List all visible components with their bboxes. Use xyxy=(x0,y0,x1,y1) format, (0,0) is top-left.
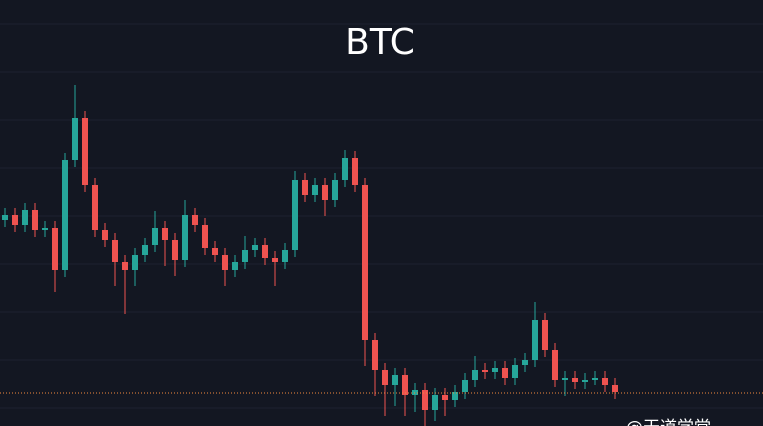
candle-body xyxy=(132,255,138,270)
candle-body xyxy=(502,368,508,378)
candle-body xyxy=(422,390,428,410)
candle-body xyxy=(202,225,208,248)
candle-body xyxy=(342,158,348,180)
candle-body xyxy=(332,180,338,200)
candle-body xyxy=(282,250,288,262)
candle-body xyxy=(542,320,548,350)
candle-body xyxy=(162,228,168,240)
candle-body xyxy=(112,240,118,262)
candle-body xyxy=(252,245,258,250)
watermark: @天道学堂 xyxy=(626,418,711,426)
candle-body xyxy=(272,258,278,262)
chart-title: BTC xyxy=(345,22,415,63)
candle-body xyxy=(472,370,478,380)
candle-body xyxy=(82,118,88,185)
candle-body xyxy=(212,248,218,255)
candle-body xyxy=(32,210,38,230)
candle-body xyxy=(222,255,228,270)
candles xyxy=(0,85,763,426)
candle-body xyxy=(462,380,468,392)
candle-body xyxy=(432,395,438,410)
candle-body xyxy=(52,228,58,270)
candle-body xyxy=(142,245,148,255)
candle-body xyxy=(232,262,238,270)
candle-body xyxy=(532,320,538,360)
candle-body xyxy=(182,215,188,260)
candle-body xyxy=(152,228,158,245)
candle-body xyxy=(2,215,8,220)
candle-body xyxy=(322,185,328,200)
candle-body xyxy=(292,180,298,250)
candle-body xyxy=(612,385,618,392)
candle-body xyxy=(122,262,128,270)
candle-body xyxy=(192,215,198,225)
candle-body xyxy=(582,380,588,382)
candle-body xyxy=(482,370,488,372)
candle-body xyxy=(572,378,578,382)
candle-body xyxy=(392,375,398,385)
candle-body xyxy=(522,360,528,365)
candle-body xyxy=(102,230,108,240)
candle-body xyxy=(352,158,358,185)
candle-body xyxy=(552,350,558,380)
candle-body xyxy=(62,160,68,270)
candle-body xyxy=(242,250,248,262)
candle-body xyxy=(592,378,598,380)
candle-body xyxy=(72,118,78,160)
candle-body xyxy=(92,185,98,230)
candle-body xyxy=(402,375,408,395)
candle-body xyxy=(442,395,448,400)
candle-body xyxy=(362,185,368,340)
candle-body xyxy=(602,378,608,385)
candle-body xyxy=(172,240,178,260)
candle-body xyxy=(382,370,388,385)
candle-body xyxy=(42,228,48,230)
candle-body xyxy=(12,215,18,225)
candle-body xyxy=(452,392,458,400)
candle-body xyxy=(22,210,28,225)
candle-body xyxy=(562,378,568,380)
candle-body xyxy=(262,245,268,258)
candle-body xyxy=(312,185,318,195)
candle-body xyxy=(492,368,498,372)
candle-body xyxy=(512,365,518,378)
candle-body xyxy=(372,340,378,370)
candle-body xyxy=(302,180,308,195)
